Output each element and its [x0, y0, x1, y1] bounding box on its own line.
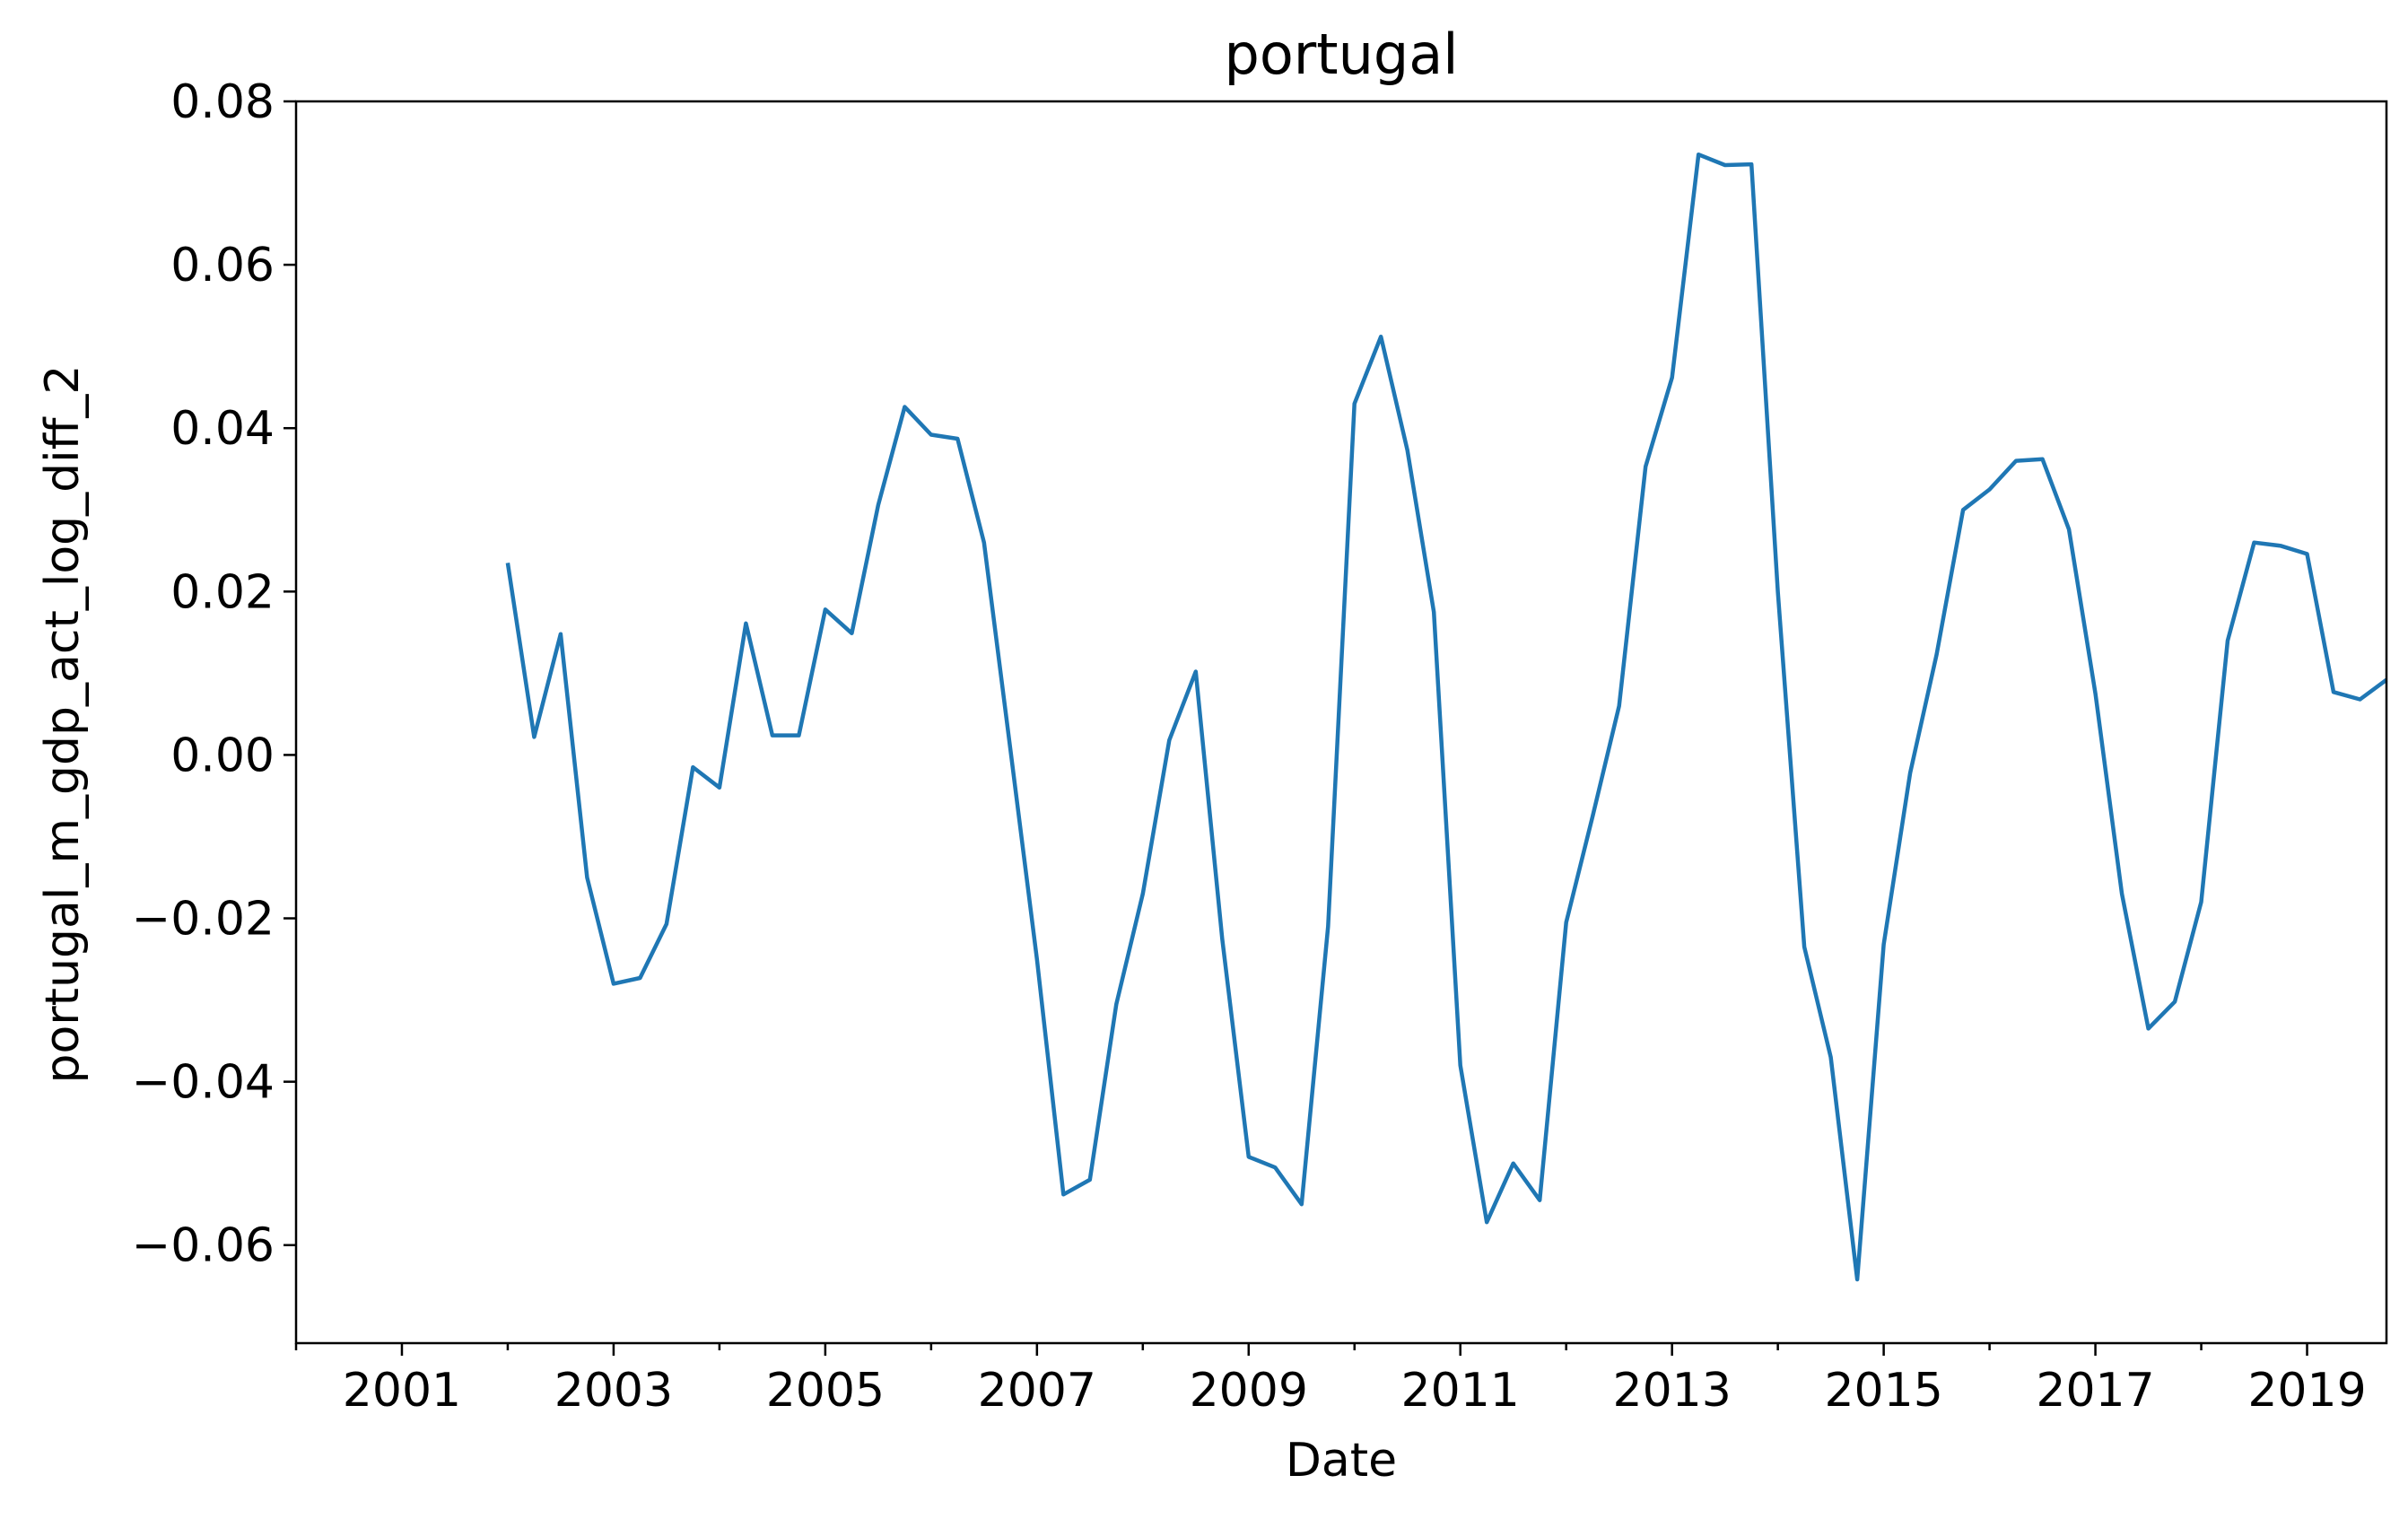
y-tick-label: 0.00	[170, 729, 275, 782]
axes-frame	[294, 100, 2388, 1345]
x-axis-label: Date	[1286, 1434, 1397, 1488]
x-tick-label: 2015	[1824, 1364, 1942, 1418]
x-tick-label: 2013	[1612, 1364, 1731, 1418]
x-tick-label: 2017	[2036, 1364, 2154, 1418]
series-line	[505, 152, 2388, 1282]
y-tick-label: 0.08	[170, 75, 275, 129]
plot-area	[505, 152, 2388, 1282]
y-tick-label: −0.06	[132, 1219, 275, 1273]
y-tick-label: −0.04	[132, 1056, 275, 1110]
x-tick-label: 2019	[2247, 1364, 2366, 1418]
y-tick-label: 0.04	[170, 402, 275, 456]
y-tick-label: −0.02	[132, 893, 275, 947]
y-axis-label: portugal_m_gdp_act_log_diff_2	[36, 364, 90, 1083]
x-tick-label: 2011	[1401, 1364, 1520, 1418]
x-tick-label: 2001	[343, 1364, 461, 1418]
chart-title: portugal	[1225, 22, 1459, 87]
y-tick-label: 0.06	[170, 239, 275, 292]
x-tick-label: 2009	[1190, 1364, 1308, 1418]
x-tick-label: 2005	[766, 1364, 885, 1418]
x-tick-label: 2003	[554, 1364, 673, 1418]
x-tick-label: 2007	[978, 1364, 1096, 1418]
y-tick-label: 0.02	[170, 565, 275, 619]
